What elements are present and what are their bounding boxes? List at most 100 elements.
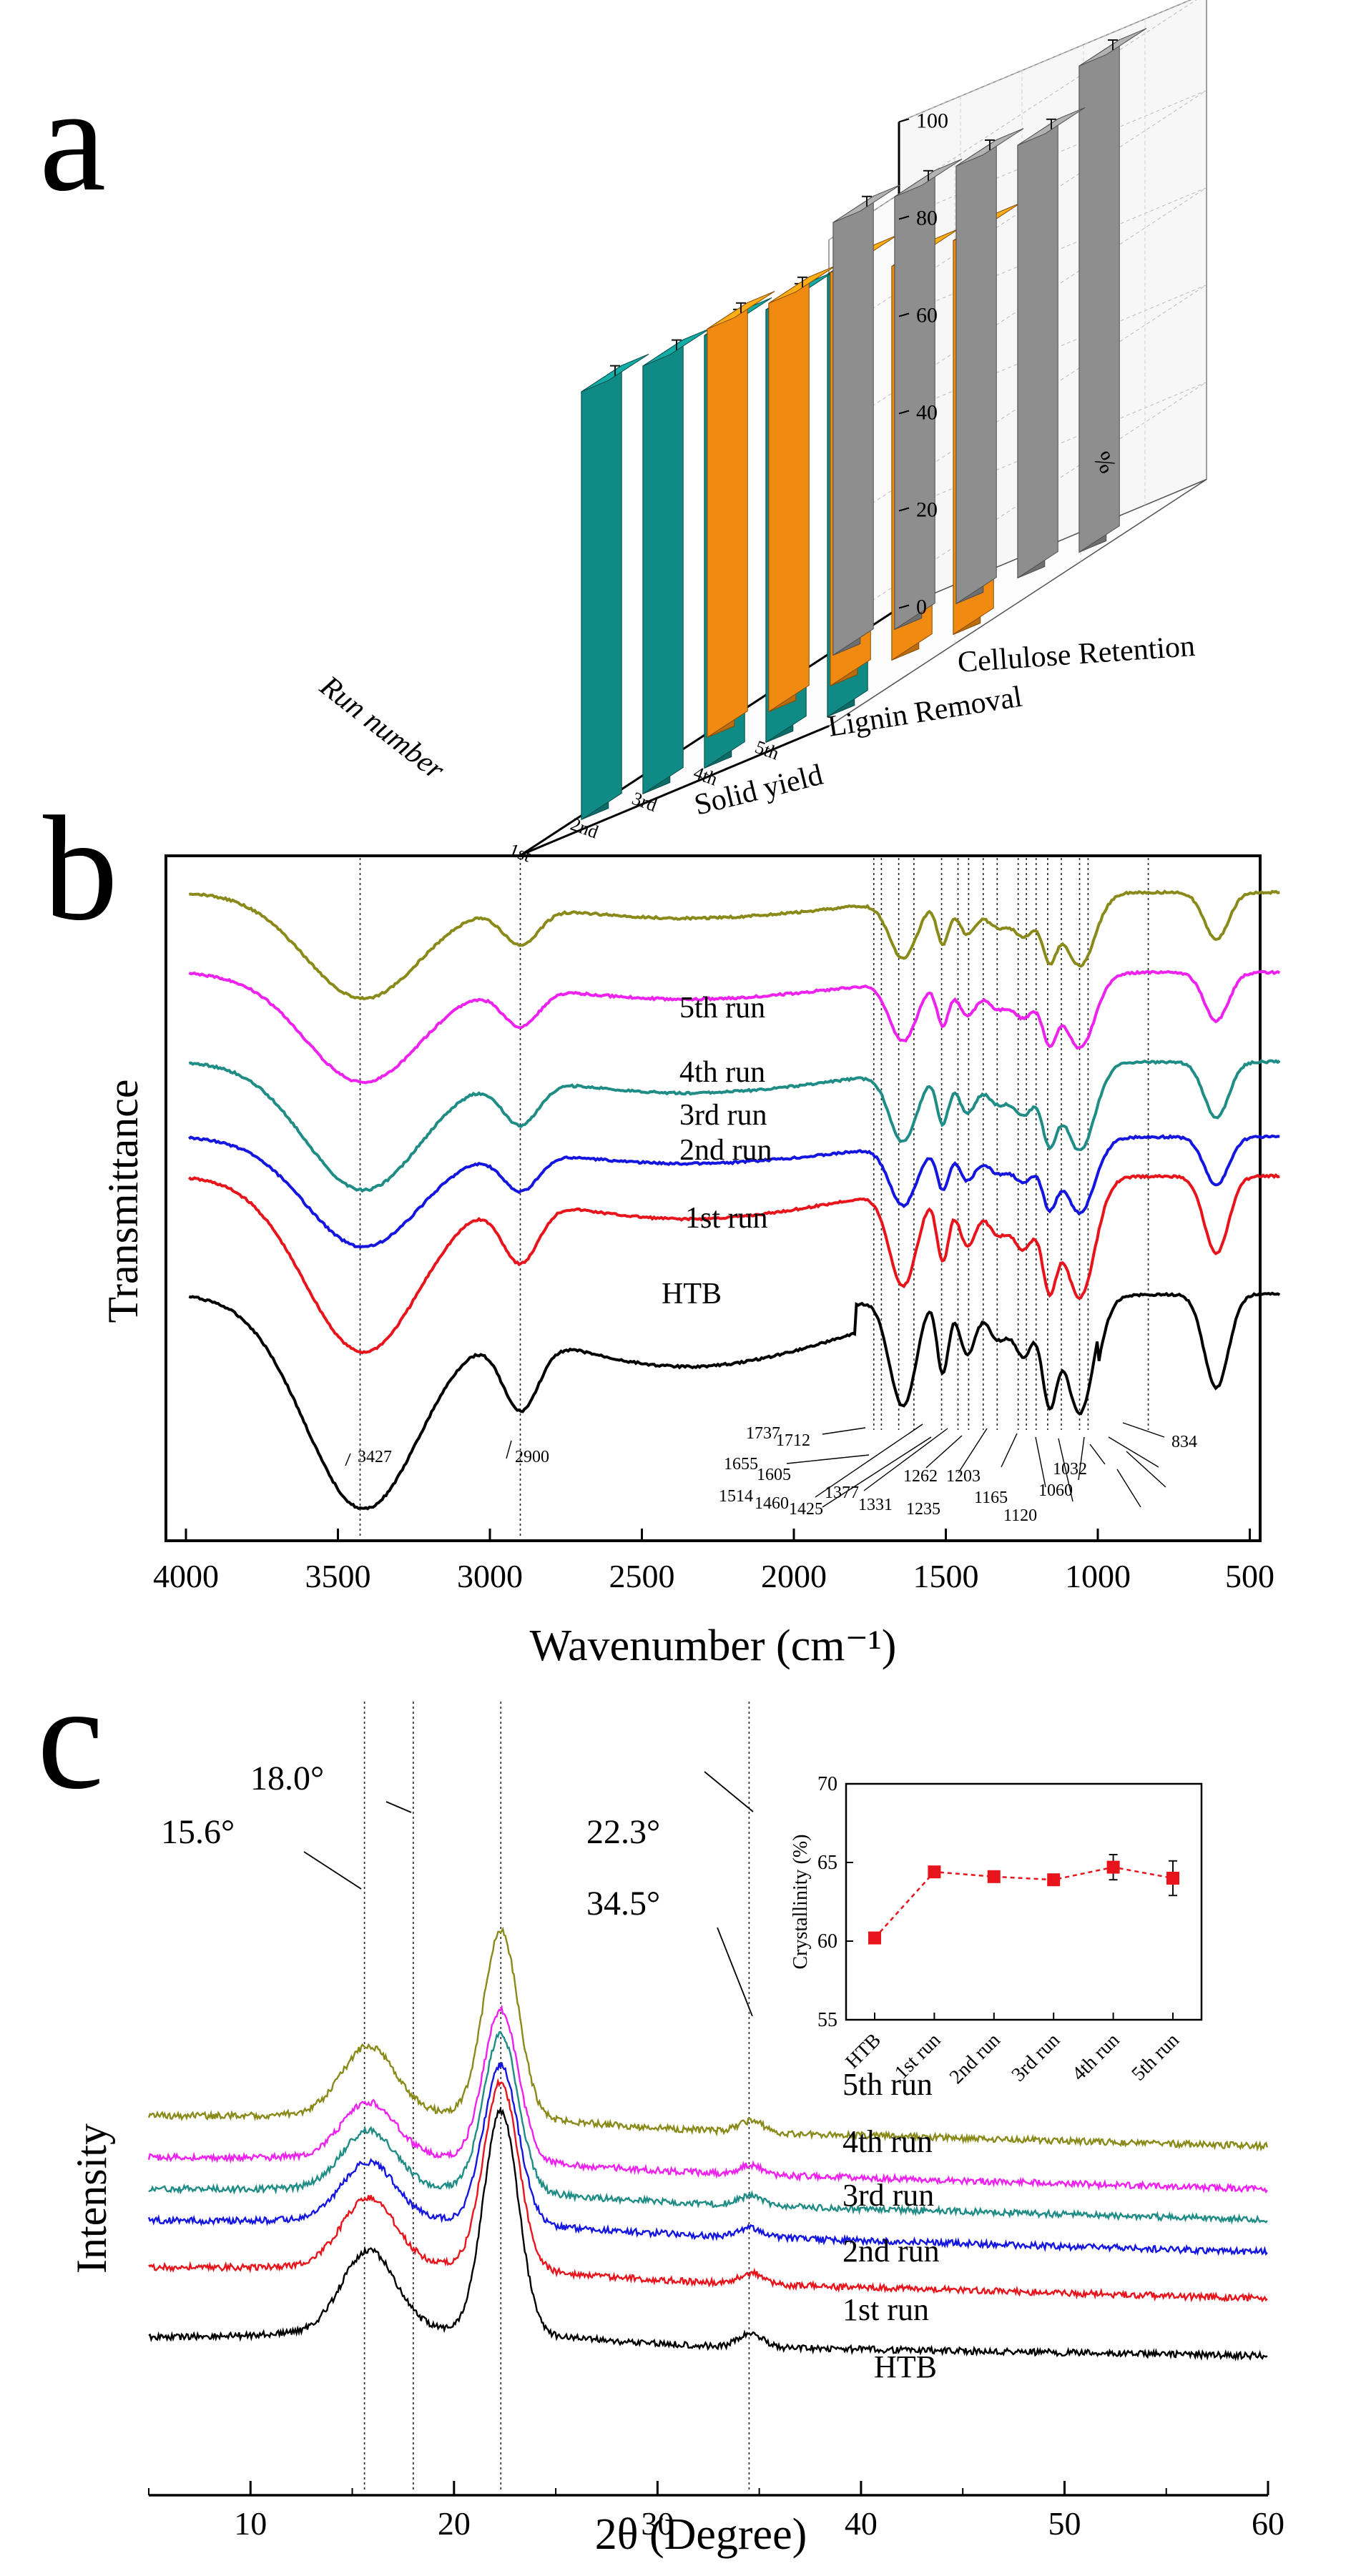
peak-leader <box>815 1423 923 1498</box>
spectrum-5th-run <box>189 889 1280 1001</box>
panel-b-letter: b <box>43 786 118 952</box>
x-tick-label: 2500 <box>609 1558 675 1594</box>
bar-solid-yield-1st <box>581 353 649 821</box>
panel-a-z-ticks: 0 20 40 60 80 100 <box>898 109 948 619</box>
peak-leader <box>1089 1444 1106 1465</box>
panel-a-bars <box>581 28 1147 821</box>
inset-x-tick-label: 4th run <box>1068 2029 1124 2086</box>
peak-leader <box>1035 1436 1046 1488</box>
x-tick-label: 10 <box>234 2505 267 2542</box>
bar-face <box>581 365 622 821</box>
peak-label: 34.5° <box>586 1885 660 1923</box>
inset-x-tick-label: 3rd run <box>1007 2029 1064 2086</box>
legend-cellulose-retention: Cellulose Retention <box>956 630 1196 679</box>
bar-cellulose-retention-2nd <box>894 159 963 631</box>
bar-face <box>707 302 748 739</box>
run-label-HTB: HTB <box>662 1278 722 1311</box>
run-label-2nd-run: 2nd run <box>679 1134 772 1167</box>
inset-x-tick-label: 2nd run <box>945 2029 1005 2088</box>
panel-b-x-label: Wavenumber (cm⁻¹) <box>530 1622 897 1670</box>
peak-label: 1377 <box>825 1484 859 1502</box>
run-tick <box>724 764 737 770</box>
spectrum-HTB <box>188 1291 1281 1511</box>
bar-lignin-removal-2nd <box>768 265 837 713</box>
panel-c-axes: 10 20 30 40 50 60 <box>148 2481 1284 2542</box>
x-tick-label: 20 <box>438 2505 471 2542</box>
peak-label: 1514 <box>719 1487 753 1506</box>
bar-solid-yield-2nd <box>642 327 711 795</box>
peak-leader <box>1108 1436 1159 1468</box>
inset-frame <box>845 1782 1203 2021</box>
peak-label: 1605 <box>757 1466 791 1484</box>
panel-b-frame <box>164 854 1262 1542</box>
bar-face <box>832 195 874 656</box>
spectrum-1st-run <box>187 1173 1280 1355</box>
spectrum-3rd-run <box>188 1059 1281 1193</box>
inset-point <box>1106 1860 1120 1874</box>
peak-label: 1712 <box>776 1431 810 1450</box>
bar-face <box>1017 118 1058 579</box>
run-label-3rd-run: 3rd run <box>842 2178 934 2213</box>
inset-y-tick-label: 55 <box>817 2009 837 2031</box>
panel-c-x-label: 2θ (Degree) <box>595 2510 807 2559</box>
run-label-2nd-run: 2nd run <box>842 2234 940 2269</box>
panel-c-peak-labels: 15.6° 18.0° 22.3° 34.5° <box>161 1760 754 2017</box>
z-tick <box>898 118 910 123</box>
run-label-1st-run: 1st run <box>842 2292 929 2327</box>
spectrum-4th-run <box>188 969 1281 1085</box>
peak-label: 18.0° <box>250 1760 324 1797</box>
peak-label: 1331 <box>858 1496 893 1514</box>
peak-label: 834 <box>1171 1433 1197 1451</box>
x-tick-label: 500 <box>1225 1558 1274 1594</box>
peak-leader <box>1078 1436 1085 1481</box>
bar-face <box>768 276 810 713</box>
bar-cellulose-retention-5th <box>1078 28 1147 553</box>
peak-label: 1060 <box>1038 1481 1073 1500</box>
peak-leader <box>863 1428 948 1491</box>
x-tick-label: 40 <box>845 2505 878 2542</box>
panel-b-y-label: Transmittance <box>99 1079 147 1323</box>
z-tick-label: 0 <box>916 596 927 619</box>
peak-leader <box>506 1440 512 1459</box>
inset-y-label: Crystallinity (%) <box>790 1835 812 1970</box>
inset-y-tick-label: 65 <box>817 1852 837 1874</box>
pattern-HTB <box>148 2106 1268 2362</box>
inset-x-tick-label: 5th run <box>1127 2029 1184 2086</box>
peak-label: 1737 <box>746 1424 780 1443</box>
run-tick-label: 1st <box>506 839 534 867</box>
run-label-4th-run: 4th run <box>679 1056 765 1089</box>
peak-leader <box>1001 1433 1018 1468</box>
z-tick-label: 80 <box>916 207 938 230</box>
bar-lignin-removal-1st <box>707 291 775 739</box>
run-tick <box>786 738 799 744</box>
peak-leader <box>822 1436 932 1508</box>
z-tick <box>898 312 910 317</box>
z-tick <box>898 215 910 220</box>
peak-leader <box>385 1801 412 1813</box>
bar-cellulose-retention-1st <box>832 184 901 656</box>
peak-label: 3427 <box>358 1448 392 1466</box>
x-tick-label: 1000 <box>1065 1558 1131 1594</box>
peak-label: 1032 <box>1053 1460 1087 1479</box>
panel-b-spectra <box>187 889 1281 1511</box>
peak-label: 1165 <box>974 1489 1008 1507</box>
x-tick-label: 3000 <box>457 1558 523 1594</box>
peak-leader <box>822 1427 866 1435</box>
panel-c-y-label: Intensity <box>68 2123 115 2274</box>
z-tick-label: 20 <box>916 498 938 522</box>
peak-label: 22.3° <box>586 1813 660 1851</box>
inset-y-tick-label: 60 <box>817 1930 837 1953</box>
peak-label: 1425 <box>789 1500 823 1519</box>
z-tick-label: 60 <box>916 304 938 327</box>
x-tick-label: 3500 <box>305 1558 371 1594</box>
x-tick-label: 2000 <box>761 1558 827 1594</box>
peak-leader <box>1058 1438 1073 1502</box>
pattern-2nd-run <box>147 2062 1268 2256</box>
inset-point <box>868 1931 881 1945</box>
peak-leader <box>958 1428 988 1474</box>
bar-face <box>955 139 997 605</box>
